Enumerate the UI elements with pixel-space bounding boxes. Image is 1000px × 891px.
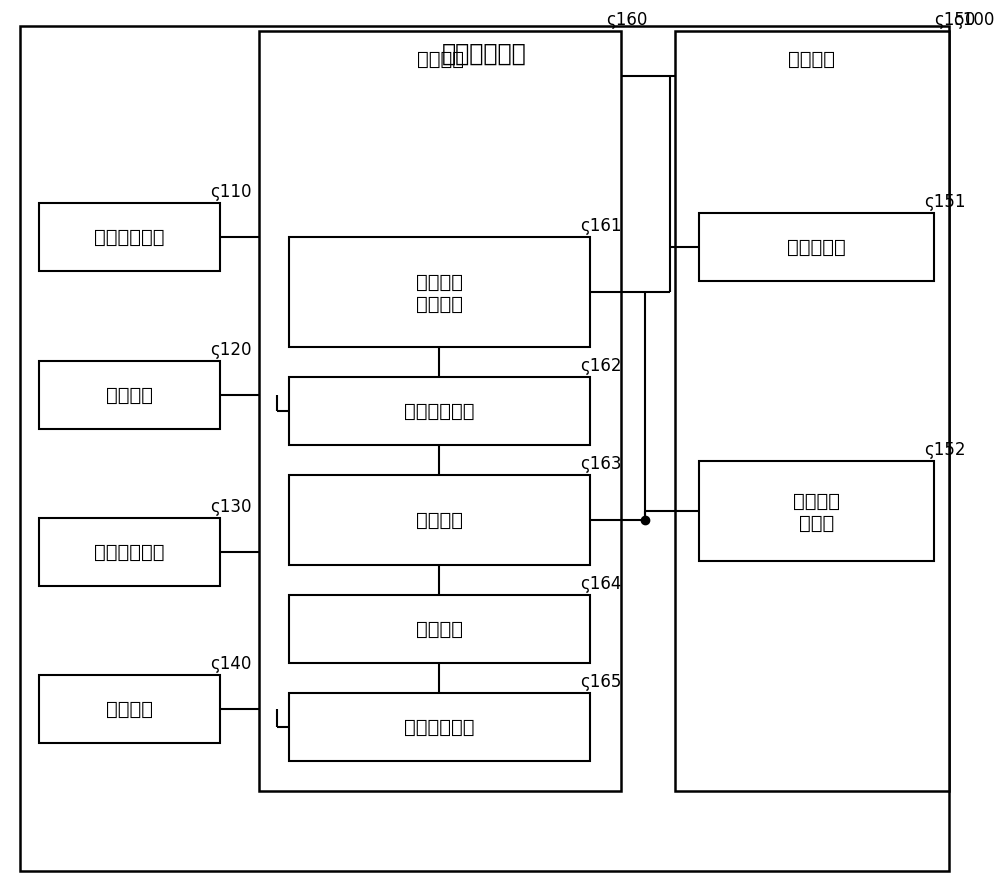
Text: 生成单元: 生成单元 <box>416 511 463 529</box>
Bar <box>259 31 621 791</box>
Text: ς110: ς110 <box>210 183 252 201</box>
Text: 视线位置: 视线位置 <box>416 273 463 291</box>
Text: 缓存表: 缓存表 <box>799 513 834 533</box>
Text: ς160: ς160 <box>606 11 648 29</box>
Text: ς151: ς151 <box>924 193 966 211</box>
Text: 命令提取单元: 命令提取单元 <box>404 402 474 421</box>
Text: 命令字典: 命令字典 <box>793 492 840 511</box>
Text: ς162: ς162 <box>580 357 621 375</box>
Bar <box>39 675 220 743</box>
Text: 显示控制单元: 显示控制单元 <box>404 717 474 737</box>
Bar <box>39 361 220 429</box>
Text: 输入单元: 输入单元 <box>106 386 153 405</box>
Text: 定点支持装置: 定点支持装置 <box>442 42 526 66</box>
Bar <box>39 518 220 586</box>
Text: 视线输入单元: 视线输入单元 <box>94 227 165 247</box>
Bar <box>289 237 590 347</box>
Bar <box>675 31 949 791</box>
Text: 语音输入单元: 语音输入单元 <box>94 543 165 561</box>
Text: ς163: ς163 <box>580 455 621 473</box>
Text: ς152: ς152 <box>924 441 966 459</box>
Text: ς164: ς164 <box>580 575 621 593</box>
Text: ς120: ς120 <box>210 341 252 359</box>
Text: ς100: ς100 <box>954 11 995 29</box>
Text: ς140: ς140 <box>210 655 252 673</box>
Text: 命令字典表: 命令字典表 <box>787 238 846 257</box>
Bar <box>699 461 934 561</box>
Bar <box>289 595 590 663</box>
Text: 控制单元: 控制单元 <box>417 50 464 69</box>
Text: 检测单元: 检测单元 <box>416 295 463 314</box>
Bar <box>699 213 934 281</box>
Text: ς165: ς165 <box>580 673 621 691</box>
Text: 存储单元: 存储单元 <box>788 50 835 69</box>
Text: 决定单元: 决定单元 <box>416 619 463 639</box>
Bar <box>289 475 590 565</box>
Text: ς130: ς130 <box>210 498 252 516</box>
Bar <box>289 693 590 761</box>
Text: ς150: ς150 <box>934 11 975 29</box>
Text: ς161: ς161 <box>580 217 621 235</box>
Text: 显示单元: 显示单元 <box>106 699 153 718</box>
Bar <box>39 203 220 271</box>
Bar <box>289 377 590 445</box>
